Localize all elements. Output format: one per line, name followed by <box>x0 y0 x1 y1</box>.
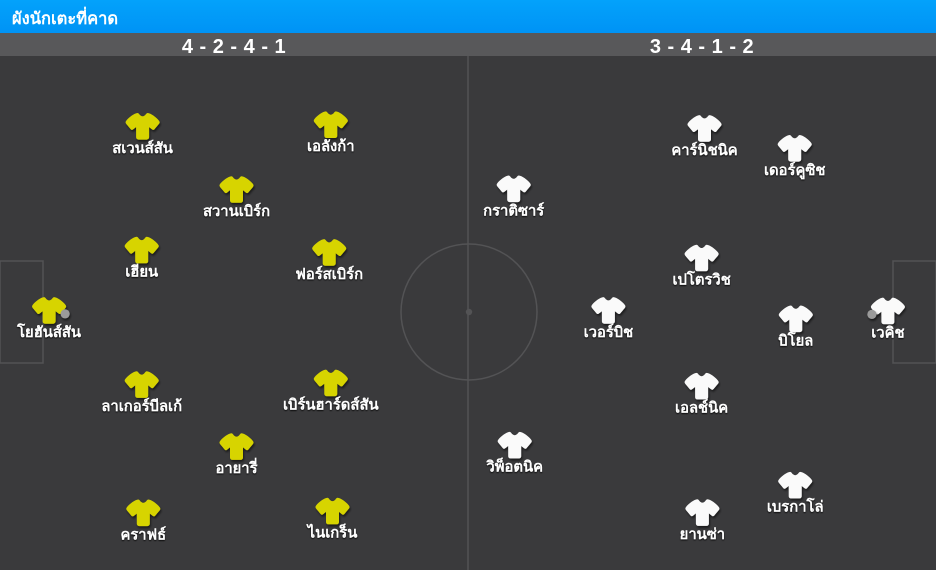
svg-text:ฟอร์สเบิร์ก: ฟอร์สเบิร์ก <box>295 265 363 283</box>
svg-text:สเวนส์สัน: สเวนส์สัน <box>112 139 174 157</box>
svg-text:เบิร์นฮาร์ดส์สัน: เบิร์นฮาร์ดส์สัน <box>283 395 379 413</box>
svg-text:เอลช์นิค: เอลช์นิค <box>675 399 728 417</box>
svg-text:ยานซ่า: ยานซ่า <box>680 527 725 543</box>
svg-text:ไนเกร็น: ไนเกร็น <box>306 523 359 542</box>
svg-text:เวคิช: เวคิช <box>871 324 904 341</box>
svg-text:คราฟธ์: คราฟธ์ <box>120 525 166 543</box>
svg-text:เอลังก้า: เอลังก้า <box>307 138 355 155</box>
svg-text:เดอร์คูซิช: เดอร์คูซิช <box>764 161 826 180</box>
svg-text:ลาเกอร์บีลเก้: ลาเกอร์บีลเก้ <box>101 397 182 415</box>
svg-text:สวานเบิร์ก: สวานเบิร์ก <box>203 202 270 220</box>
svg-text:อายารี่: อายารี่ <box>215 457 257 477</box>
svg-text:โยฮันส์สัน: โยฮันส์สัน <box>16 322 82 341</box>
svg-text:กราติซาร์: กราติซาร์ <box>483 201 544 219</box>
svg-text:เวอร์บิช: เวอร์บิช <box>584 323 634 341</box>
svg-text:บิโยล: บิโยล <box>778 330 813 349</box>
svg-text:เบรกาโล่: เบรกาโล่ <box>767 497 824 516</box>
svg-text:เปโตรวิช: เปโตรวิช <box>672 270 730 289</box>
svg-text:คาร์นิชนิค: คาร์นิชนิค <box>671 141 737 159</box>
svg-text:วิพ็อตนิค: วิพ็อตนิค <box>486 457 543 476</box>
svg-text:เฮียน: เฮียน <box>125 264 159 281</box>
